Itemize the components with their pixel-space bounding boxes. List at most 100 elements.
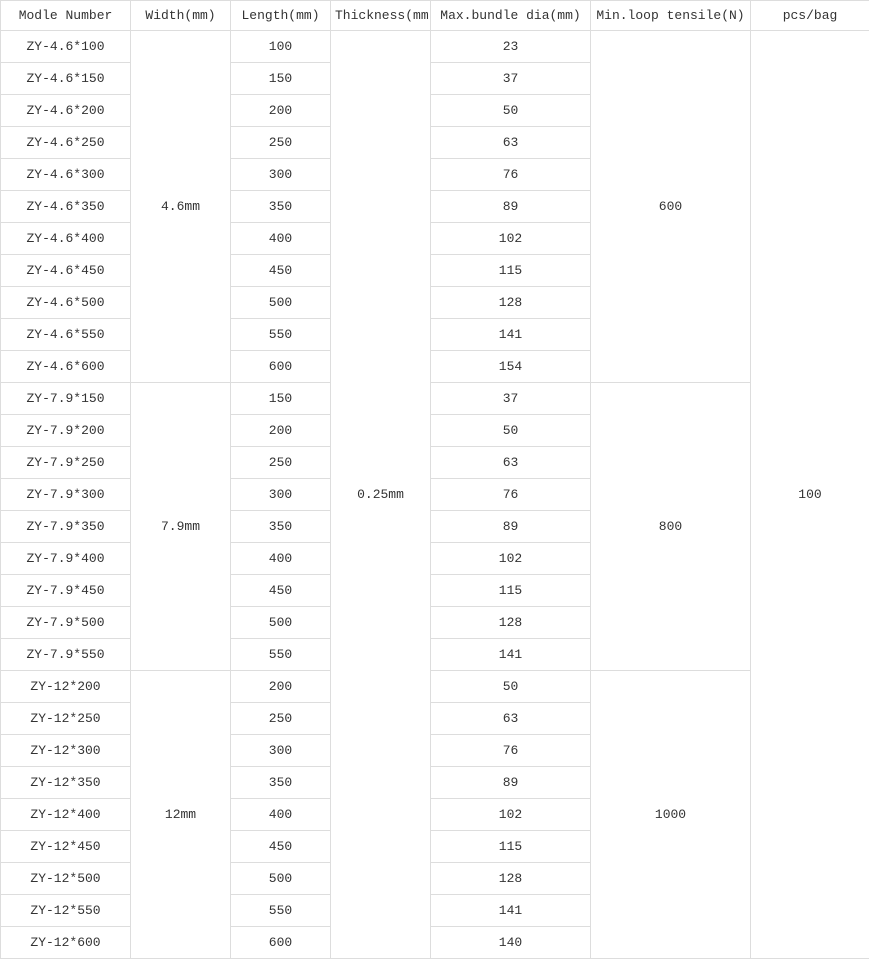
cell-dia: 37 xyxy=(431,383,591,415)
cell-length: 200 xyxy=(231,95,331,127)
cell-dia: 76 xyxy=(431,159,591,191)
cell-model: ZY-12*200 xyxy=(1,671,131,703)
cell-model: ZY-4.6*200 xyxy=(1,95,131,127)
cell-model: ZY-12*300 xyxy=(1,735,131,767)
cell-dia: 63 xyxy=(431,447,591,479)
cell-model: ZY-4.6*500 xyxy=(1,287,131,319)
cell-dia: 141 xyxy=(431,895,591,927)
col-model: Modle Number xyxy=(1,1,131,31)
cell-width: 7.9mm xyxy=(131,383,231,671)
cell-length: 200 xyxy=(231,671,331,703)
table-row: ZY-12*20012mm200501000 xyxy=(1,671,869,703)
cell-length: 600 xyxy=(231,927,331,959)
table-row: ZY-7.9*1507.9mm15037800 xyxy=(1,383,869,415)
cell-model: ZY-4.6*250 xyxy=(1,127,131,159)
cell-width: 12mm xyxy=(131,671,231,959)
cell-length: 300 xyxy=(231,735,331,767)
cell-length: 400 xyxy=(231,543,331,575)
cell-model: ZY-7.9*200 xyxy=(1,415,131,447)
cell-length: 600 xyxy=(231,351,331,383)
col-tensile: Min.loop tensile(N) xyxy=(591,1,751,31)
cell-length: 250 xyxy=(231,127,331,159)
cell-length: 300 xyxy=(231,159,331,191)
cell-pcs: 100 xyxy=(751,31,869,959)
cell-dia: 23 xyxy=(431,31,591,63)
cell-model: ZY-4.6*150 xyxy=(1,63,131,95)
cell-model: ZY-12*350 xyxy=(1,767,131,799)
cell-dia: 115 xyxy=(431,575,591,607)
cell-dia: 128 xyxy=(431,863,591,895)
cell-model: ZY-4.6*350 xyxy=(1,191,131,223)
cell-model: ZY-12*450 xyxy=(1,831,131,863)
cell-model: ZY-7.9*400 xyxy=(1,543,131,575)
cell-length: 500 xyxy=(231,287,331,319)
cell-length: 500 xyxy=(231,607,331,639)
cell-length: 500 xyxy=(231,863,331,895)
cell-length: 550 xyxy=(231,639,331,671)
cell-model: ZY-4.6*300 xyxy=(1,159,131,191)
cell-dia: 63 xyxy=(431,703,591,735)
cell-length: 400 xyxy=(231,223,331,255)
cell-length: 400 xyxy=(231,799,331,831)
col-length: Length(mm) xyxy=(231,1,331,31)
cell-length: 250 xyxy=(231,703,331,735)
cell-dia: 102 xyxy=(431,223,591,255)
cell-model: ZY-7.9*550 xyxy=(1,639,131,671)
cell-length: 350 xyxy=(231,511,331,543)
cell-model: ZY-7.9*150 xyxy=(1,383,131,415)
cell-dia: 128 xyxy=(431,287,591,319)
cell-length: 150 xyxy=(231,383,331,415)
cell-dia: 115 xyxy=(431,831,591,863)
cell-dia: 140 xyxy=(431,927,591,959)
cell-dia: 154 xyxy=(431,351,591,383)
cell-model: ZY-12*500 xyxy=(1,863,131,895)
cell-dia: 50 xyxy=(431,671,591,703)
cell-dia: 50 xyxy=(431,415,591,447)
cell-length: 550 xyxy=(231,319,331,351)
spec-table: Modle Number Width(mm) Length(mm) Thickn… xyxy=(0,0,869,959)
cell-dia: 76 xyxy=(431,735,591,767)
cell-length: 200 xyxy=(231,415,331,447)
table-row: ZY-4.6*1004.6mm1000.25mm23600100 xyxy=(1,31,869,63)
cell-tensile: 800 xyxy=(591,383,751,671)
cell-model: ZY-12*250 xyxy=(1,703,131,735)
table-body: ZY-4.6*1004.6mm1000.25mm23600100ZY-4.6*1… xyxy=(1,31,869,959)
cell-length: 550 xyxy=(231,895,331,927)
cell-model: ZY-7.9*250 xyxy=(1,447,131,479)
header-row: Modle Number Width(mm) Length(mm) Thickn… xyxy=(1,1,869,31)
cell-dia: 102 xyxy=(431,543,591,575)
cell-model: ZY-12*550 xyxy=(1,895,131,927)
col-thickness: Thickness(mm) xyxy=(331,1,431,31)
cell-length: 100 xyxy=(231,31,331,63)
cell-length: 450 xyxy=(231,255,331,287)
cell-dia: 141 xyxy=(431,319,591,351)
col-width: Width(mm) xyxy=(131,1,231,31)
cell-length: 300 xyxy=(231,479,331,511)
cell-dia: 63 xyxy=(431,127,591,159)
col-pcs: pcs/bag xyxy=(751,1,869,31)
cell-dia: 115 xyxy=(431,255,591,287)
cell-dia: 37 xyxy=(431,63,591,95)
cell-model: ZY-4.6*100 xyxy=(1,31,131,63)
cell-model: ZY-7.9*300 xyxy=(1,479,131,511)
cell-length: 250 xyxy=(231,447,331,479)
cell-model: ZY-7.9*500 xyxy=(1,607,131,639)
table-head: Modle Number Width(mm) Length(mm) Thickn… xyxy=(1,1,869,31)
cell-length: 450 xyxy=(231,575,331,607)
cell-dia: 102 xyxy=(431,799,591,831)
cell-dia: 76 xyxy=(431,479,591,511)
cell-dia: 50 xyxy=(431,95,591,127)
cell-width: 4.6mm xyxy=(131,31,231,383)
cell-model: ZY-4.6*600 xyxy=(1,351,131,383)
col-dia: Max.bundle dia(mm) xyxy=(431,1,591,31)
cell-model: ZY-4.6*400 xyxy=(1,223,131,255)
cell-model: ZY-7.9*350 xyxy=(1,511,131,543)
cell-dia: 141 xyxy=(431,639,591,671)
cell-dia: 128 xyxy=(431,607,591,639)
cell-length: 350 xyxy=(231,191,331,223)
cell-dia: 89 xyxy=(431,191,591,223)
cell-length: 150 xyxy=(231,63,331,95)
cell-dia: 89 xyxy=(431,511,591,543)
cell-length: 350 xyxy=(231,767,331,799)
cell-model: ZY-4.6*450 xyxy=(1,255,131,287)
